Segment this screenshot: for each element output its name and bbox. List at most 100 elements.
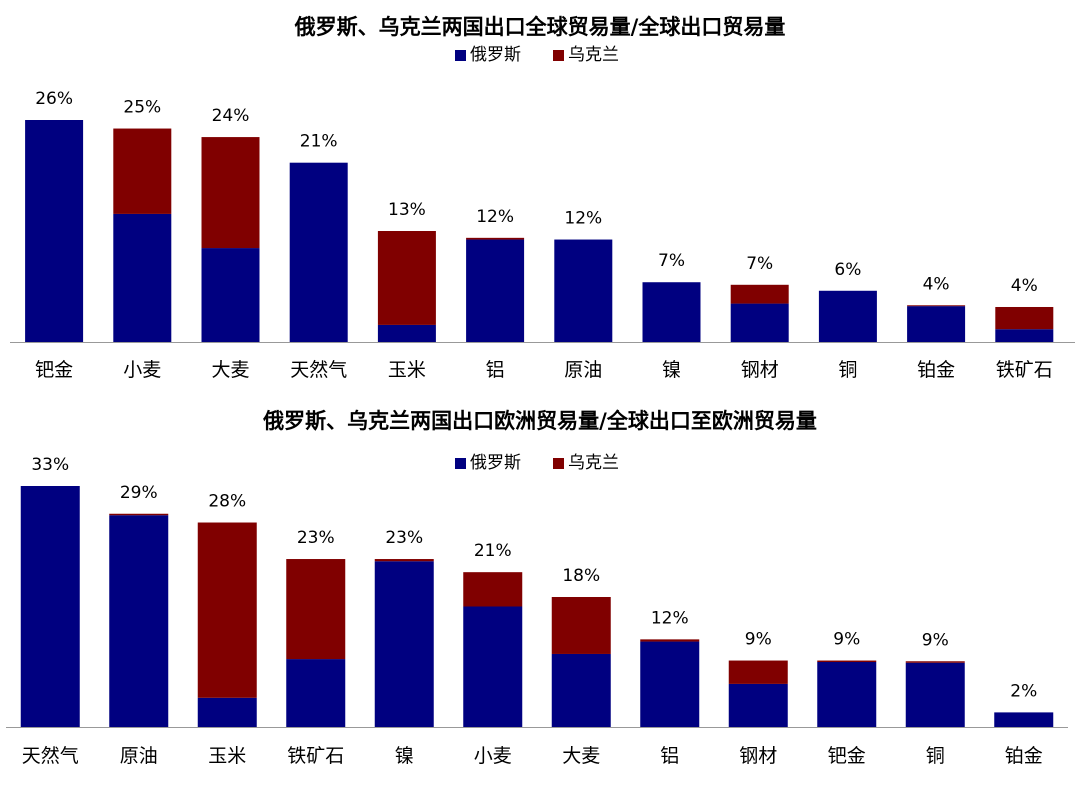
legend-label-russia: 俄罗斯 xyxy=(470,453,521,473)
x-tick-label: 钯金 xyxy=(35,359,73,381)
bar-russia xyxy=(818,290,877,342)
chart-title: 俄罗斯、乌克兰两国出口欧洲贸易量/全球出口至欧洲贸易量 xyxy=(262,409,817,433)
bar-ukraine xyxy=(377,231,436,325)
bar-ukraine xyxy=(728,660,788,684)
x-tick-label: 铂金 xyxy=(917,359,955,381)
x-tick-label: 铜 xyxy=(926,745,945,767)
x-tick-label: 原油 xyxy=(564,359,602,381)
bar-russia xyxy=(728,683,788,727)
x-tick-label: 钢材 xyxy=(739,745,777,767)
data-label: 4% xyxy=(1011,276,1038,296)
legend-label-ukraine: 乌克兰 xyxy=(568,45,619,65)
data-label: 9% xyxy=(833,630,860,650)
bar-russia xyxy=(905,662,965,727)
data-label: 26% xyxy=(35,89,73,109)
x-tick-label: 铁矿石 xyxy=(996,359,1053,381)
bar-russia xyxy=(554,239,613,342)
legend-swatch-ukraine xyxy=(553,458,564,469)
bar-russia xyxy=(109,515,169,727)
bar-ukraine xyxy=(730,284,789,304)
legend-label-ukraine: 乌克兰 xyxy=(568,453,619,473)
data-label: 21% xyxy=(474,541,512,561)
bar-ukraine xyxy=(201,137,260,249)
data-label: 29% xyxy=(120,483,158,503)
data-label: 33% xyxy=(31,455,69,475)
bar-russia xyxy=(113,213,172,342)
x-tick-label: 铂金 xyxy=(1005,745,1043,767)
x-tick-label: 小麦 xyxy=(123,359,161,381)
data-label: 12% xyxy=(476,207,514,227)
x-tick-label: 玉米 xyxy=(388,359,426,381)
bar-russia xyxy=(25,120,84,342)
data-label: 24% xyxy=(212,106,250,126)
bar-russia xyxy=(377,324,436,342)
chart-title: 俄罗斯、乌克兰两国出口全球贸易量/全球出口贸易量 xyxy=(294,15,786,39)
bar-ukraine xyxy=(817,660,877,663)
bar-ukraine xyxy=(286,559,346,660)
bar-russia xyxy=(466,239,525,342)
legend-swatch-ukraine xyxy=(553,50,564,61)
chart-legend: 俄罗斯 乌克兰 xyxy=(455,45,619,65)
data-label: 2% xyxy=(1010,681,1037,701)
bar-ukraine xyxy=(197,522,257,698)
data-label: 7% xyxy=(746,254,773,274)
bar-russia xyxy=(286,659,346,727)
x-tick-label: 大麦 xyxy=(211,359,249,381)
bar-ukraine xyxy=(907,305,966,307)
data-label: 7% xyxy=(658,251,685,271)
bar-russia xyxy=(374,561,434,727)
x-tick-label: 玉米 xyxy=(208,745,246,767)
x-tick-label: 小麦 xyxy=(474,745,512,767)
legend-label-russia: 俄罗斯 xyxy=(470,45,521,65)
x-tick-label: 钢材 xyxy=(741,359,779,381)
x-tick-label: 铁矿石 xyxy=(287,745,344,767)
data-label: 6% xyxy=(834,260,861,280)
data-label: 23% xyxy=(385,528,423,548)
bar-ukraine xyxy=(113,128,172,214)
bar-ukraine xyxy=(551,597,611,654)
bar-ukraine xyxy=(995,306,1054,330)
x-tick-label: 大麦 xyxy=(562,745,600,767)
bar-russia xyxy=(642,282,701,342)
bar-russia xyxy=(289,162,348,342)
bar-russia xyxy=(551,653,611,727)
bar-russia xyxy=(817,662,877,727)
data-label: 28% xyxy=(208,492,246,512)
bar-russia xyxy=(463,606,523,727)
bar-ukraine xyxy=(905,661,965,663)
data-label: 21% xyxy=(300,132,338,152)
bar-russia xyxy=(907,306,966,342)
legend-swatch-russia xyxy=(455,458,466,469)
data-label: 9% xyxy=(745,630,772,650)
x-tick-label: 原油 xyxy=(120,745,158,767)
data-label: 25% xyxy=(123,98,161,118)
x-tick-label: 镍 xyxy=(395,745,414,767)
data-label: 13% xyxy=(388,200,426,220)
data-label: 9% xyxy=(922,630,949,650)
x-tick-label: 镍 xyxy=(662,359,681,381)
bar-russia xyxy=(730,303,789,342)
bar-russia xyxy=(197,697,257,727)
x-tick-label: 钯金 xyxy=(828,745,866,767)
bar-ukraine xyxy=(640,639,700,642)
chart-legend: 俄罗斯 乌克兰 xyxy=(455,453,619,473)
data-label: 4% xyxy=(923,274,950,294)
data-label: 12% xyxy=(651,608,689,628)
bar-ukraine xyxy=(466,237,525,240)
x-tick-label: 铝 xyxy=(486,359,505,381)
bar-russia xyxy=(201,248,260,342)
data-label: 18% xyxy=(562,566,600,586)
x-tick-label: 铜 xyxy=(838,359,857,381)
bar-russia xyxy=(995,329,1054,342)
x-tick-label: 天然气 xyxy=(22,745,79,767)
x-tick-label: 铝 xyxy=(660,745,679,767)
bar-russia xyxy=(994,712,1054,727)
bar-russia xyxy=(20,486,80,727)
bar-ukraine xyxy=(463,572,523,607)
bar-ukraine xyxy=(374,559,434,562)
data-label: 12% xyxy=(564,209,602,229)
